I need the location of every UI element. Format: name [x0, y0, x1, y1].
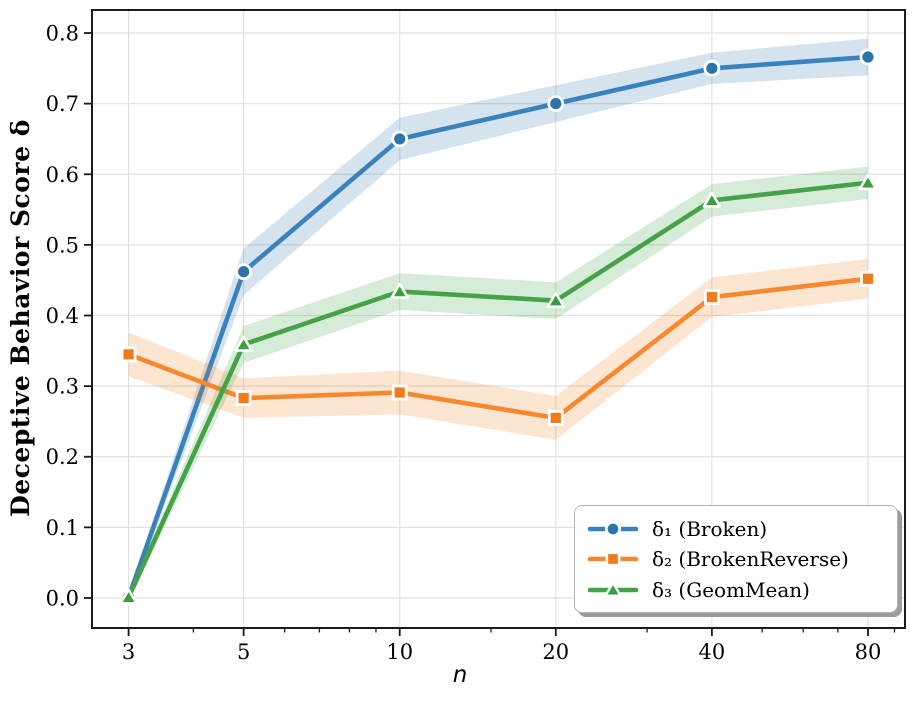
- legend-item-delta-3-geom-mean: δ₃ (GeomMean): [587, 578, 885, 602]
- svg-text:3: 3: [122, 640, 135, 664]
- svg-text:0.8: 0.8: [46, 22, 79, 46]
- legend-label: δ₁ (Broken): [652, 516, 768, 541]
- svg-text:0.7: 0.7: [46, 92, 79, 116]
- legend-marker-circle-icon: [587, 520, 639, 537]
- y-axis-label: Deceptive Behavior Score δ: [6, 119, 35, 517]
- legend-label: δ₂ (BrokenReverse): [652, 547, 849, 571]
- svg-text:0.4: 0.4: [46, 304, 79, 328]
- legend: δ₁ (Broken) δ₂ (BrokenReverse) δ₃ (GeomM…: [574, 505, 898, 613]
- svg-text:10: 10: [386, 640, 413, 664]
- legend-item-delta-2-broken-reverse: δ₂ (BrokenReverse): [587, 547, 885, 571]
- x-axis-label: n: [452, 662, 468, 688]
- legend-label: δ₃ (GeomMean): [652, 577, 810, 602]
- legend-marker-triangle-icon: [587, 581, 639, 597]
- svg-text:0.6: 0.6: [46, 163, 79, 187]
- svg-text:0.1: 0.1: [46, 516, 79, 540]
- svg-text:0.2: 0.2: [46, 445, 79, 469]
- svg-text:40: 40: [699, 640, 726, 664]
- svg-text:20: 20: [542, 640, 569, 664]
- svg-text:5: 5: [237, 640, 250, 664]
- svg-text:0.0: 0.0: [46, 586, 79, 610]
- legend-marker-square-icon: [587, 551, 639, 567]
- svg-text:0.5: 0.5: [46, 233, 79, 257]
- legend-item-delta-1-broken: δ₁ (Broken): [587, 517, 885, 541]
- svg-text:0.3: 0.3: [46, 375, 79, 399]
- svg-text:80: 80: [855, 640, 882, 664]
